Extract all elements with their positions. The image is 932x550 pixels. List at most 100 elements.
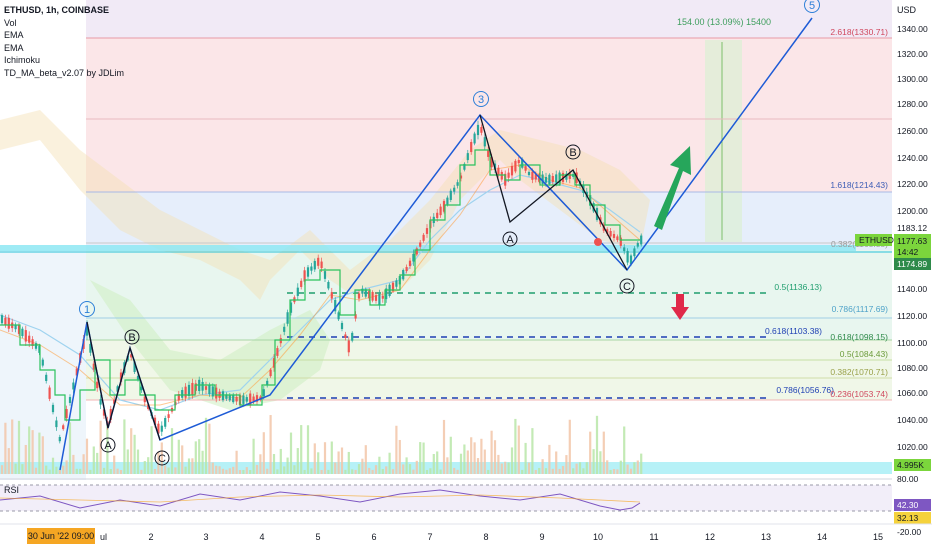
- candle-body: [313, 260, 316, 270]
- volume-bar: [487, 469, 490, 474]
- candle-body: [147, 404, 150, 410]
- volume-bar: [436, 451, 439, 474]
- indicator-ema-2[interactable]: EMA: [4, 42, 24, 53]
- volume-bar: [568, 419, 571, 474]
- candle-body: [419, 242, 422, 247]
- volume-bar: [147, 457, 150, 474]
- candle-body: [242, 395, 245, 404]
- candle-body: [619, 237, 622, 246]
- candle-body: [327, 281, 330, 289]
- volume-bar: [381, 469, 384, 474]
- candle-body: [612, 234, 616, 238]
- candle-body: [507, 172, 510, 178]
- time-axis-labels[interactable]: 2 3 4 5 6 7 8 9 10 11 12 13 14 15: [148, 532, 883, 542]
- volume-bar: [51, 457, 55, 474]
- volume-bar: [500, 463, 503, 474]
- volume-bar: [534, 469, 537, 474]
- volume-bar: [626, 464, 629, 474]
- time-tick: 14: [817, 532, 827, 542]
- volume-bar: [198, 439, 201, 474]
- time-tick: 6: [371, 532, 376, 542]
- candle-body: [514, 160, 517, 172]
- fib-2618: 2.618(1330.71): [830, 27, 888, 37]
- price-axis-labels: 1340.00 1320.00 1300.00 1280.00 1260.00 1240.…: [897, 24, 928, 452]
- volume-bar: [609, 469, 612, 474]
- candle-body: [72, 382, 75, 390]
- candle-body: [249, 393, 252, 405]
- wave-3-label: 3: [478, 94, 484, 106]
- indicator-ema-1[interactable]: EMA: [4, 30, 24, 40]
- candle-body: [68, 397, 72, 403]
- volume-badge-text: 4.995K: [897, 460, 924, 470]
- volume-bar: [422, 442, 425, 474]
- crosshair-date-badge: 30 Jun '22 09:00: [27, 528, 95, 544]
- candle-body: [361, 288, 364, 294]
- volume-bar: [476, 458, 480, 474]
- candle-body: [323, 271, 327, 279]
- candle-body: [415, 248, 418, 255]
- symbol-title[interactable]: ETHUSD, 1h, COINBASE: [4, 5, 110, 15]
- candle-body: [320, 261, 323, 269]
- fib-zone-blue: [86, 192, 892, 250]
- volume-bar: [17, 420, 21, 474]
- fib-05: 0.5(1136.13): [774, 282, 822, 292]
- candle-body: [160, 425, 163, 432]
- candle-body: [521, 158, 524, 168]
- candle-body: [616, 236, 619, 241]
- candle-body: [109, 409, 112, 420]
- projection-box: [705, 40, 742, 242]
- badge-1183-text: 1183.12: [897, 223, 927, 233]
- volume-bar: [320, 469, 323, 474]
- volume-bar: [361, 458, 364, 474]
- volume-bar: [119, 469, 123, 474]
- volume-bar: [266, 468, 269, 474]
- candle-body: [296, 287, 299, 296]
- green-up-arrow-icon: [654, 146, 691, 230]
- badge-1174-text: 1174.89: [897, 259, 927, 269]
- wave-a1-label: A: [104, 440, 112, 452]
- time-tick: 11: [649, 532, 658, 542]
- fib-0786b: 0.786(1056.76): [776, 385, 834, 395]
- fib-0618a: 0.618(1103.38): [765, 326, 822, 336]
- fib-lines: [86, 37, 892, 401]
- candle-body: [439, 206, 442, 216]
- volume-bar: [123, 419, 126, 474]
- volume-bar: [391, 469, 395, 474]
- price-tick: 1080.00: [897, 363, 928, 373]
- volume-bar: [75, 468, 78, 474]
- price-tick: 1200.00: [897, 206, 928, 216]
- indicator-vol[interactable]: Vol: [4, 17, 17, 28]
- rsi-ma-badge: [894, 512, 931, 524]
- volume-bar: [245, 467, 248, 474]
- wave-b2-circle: [565, 144, 581, 160]
- candle-body: [96, 381, 99, 389]
- volume-bar: [497, 454, 500, 474]
- volume-bar: [323, 442, 327, 474]
- candle-body: [354, 314, 357, 319]
- rsi-badge-text: 42.30: [897, 500, 919, 510]
- candle-body: [272, 358, 276, 368]
- red-down-arrow-icon: [671, 294, 689, 320]
- volume-bar: [21, 464, 24, 474]
- volume-bar: [575, 463, 578, 474]
- chart-legend: ETHUSD, 1h, COINBASE Vol EMA EMA Ichimok…: [4, 4, 124, 79]
- volume-bar: [483, 449, 486, 474]
- currency-label: USD: [897, 5, 917, 15]
- volume-bar: [432, 453, 435, 474]
- volume-bar: [425, 469, 429, 474]
- volume-bar: [439, 469, 442, 474]
- volume-bar: [41, 436, 44, 474]
- volume-bar: [310, 468, 313, 474]
- candle-body: [500, 171, 503, 180]
- volume-bar: [551, 468, 554, 474]
- indicator-td-ma[interactable]: TD_MA_beta_v2.07 by JDLim: [4, 67, 125, 78]
- volume-bar: [92, 446, 95, 474]
- candle-body: [337, 312, 340, 320]
- indicator-ichimoku[interactable]: Ichimoku: [4, 55, 41, 65]
- volume-bar: [235, 450, 238, 474]
- volume-bar: [317, 452, 320, 474]
- volume-bar: [187, 458, 191, 474]
- candle-body: [164, 418, 167, 427]
- rsi-title[interactable]: RSI: [4, 485, 20, 495]
